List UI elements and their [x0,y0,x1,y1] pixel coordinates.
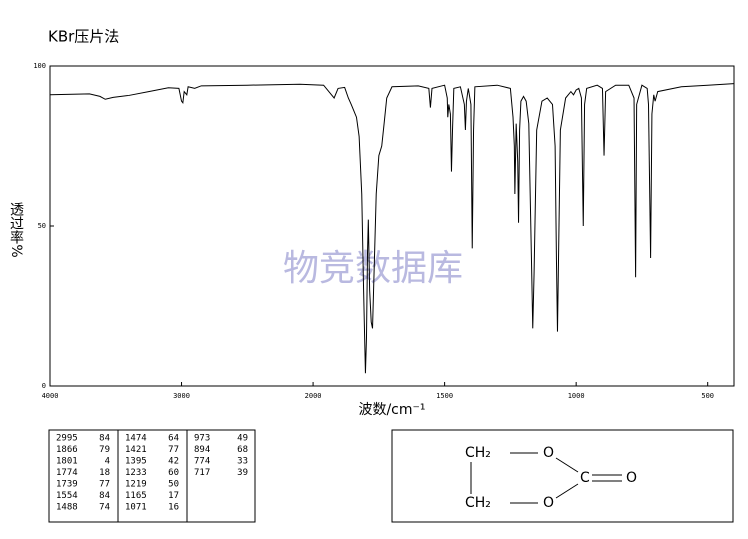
x-tick-label: 500 [701,392,714,400]
x-tick-label: 1000 [568,392,585,400]
peak-wavenumber: 774 [194,457,210,467]
peak-transmittance: 84 [99,434,110,444]
x-tick-label: 4000 [42,392,59,400]
peak-wavenumber: 1774 [56,468,78,478]
structure: CH₂ CH₂ O O C O [465,445,637,511]
chart-title: KBr压片法 [48,28,119,46]
bond [555,457,579,473]
atom: C [580,470,590,486]
peak-wavenumber: 1421 [125,445,147,455]
plot-frame [49,65,735,387]
peak-wavenumber: 1071 [125,503,147,513]
peak-wavenumber: 1739 [56,480,78,490]
peak-wavenumber: 1395 [125,457,147,467]
structure-frame [391,429,734,523]
y-tick-label: 100 [33,62,46,70]
peak-transmittance: 50 [168,480,179,490]
peak-wavenumber: 1554 [56,491,78,501]
peak-wavenumber: 1165 [125,491,147,501]
peak-wavenumber: 1488 [56,503,78,513]
spectrum-line [49,83,735,374]
x-tick-label: 1500 [436,392,453,400]
peak-table-frame [48,429,256,523]
y-axis-label: 透过率% [8,202,24,257]
peak-wavenumber: 1474 [125,434,147,444]
x-tick-label: 3000 [173,392,190,400]
peak-wavenumber: 973 [194,434,210,444]
peak-transmittance: 79 [99,445,110,455]
peak-transmittance: 17 [168,491,179,501]
watermark: 物竞数据库 [283,248,463,289]
peak-wavenumber: 2995 [56,434,78,444]
peak-transmittance: 4 [105,457,110,467]
y-tick-label: 0 [42,382,46,390]
atom: O [543,445,554,461]
peak-transmittance: 74 [99,503,110,513]
y-tick-label: 50 [38,222,46,230]
atom: CH₂ [465,495,491,511]
peak-transmittance: 49 [237,434,248,444]
peak-transmittance: 39 [237,468,248,478]
atom: CH₂ [465,445,491,461]
peak-wavenumber: 717 [194,468,210,478]
peak-transmittance: 42 [168,457,179,467]
peak-wavenumber: 1233 [125,468,147,478]
peak-transmittance: 68 [237,445,248,455]
peak-transmittance: 84 [99,491,110,501]
peak-transmittance: 33 [237,457,248,467]
peak-transmittance: 77 [99,480,110,490]
atom: O [626,470,637,486]
peak-wavenumber: 1219 [125,480,147,490]
peak-transmittance: 18 [99,468,110,478]
peak-wavenumber: 894 [194,445,210,455]
x-axis-label: 波数/cm⁻¹ [358,402,425,418]
x-tick-label: 2000 [305,392,322,400]
peak-transmittance: 77 [168,445,179,455]
peak-wavenumber: 1866 [56,445,78,455]
peak-transmittance: 60 [168,468,179,478]
bond [555,483,579,499]
peak-transmittance: 16 [168,503,179,513]
peak-transmittance: 64 [168,434,179,444]
atom: O [543,495,554,511]
peak-wavenumber: 1801 [56,457,78,467]
